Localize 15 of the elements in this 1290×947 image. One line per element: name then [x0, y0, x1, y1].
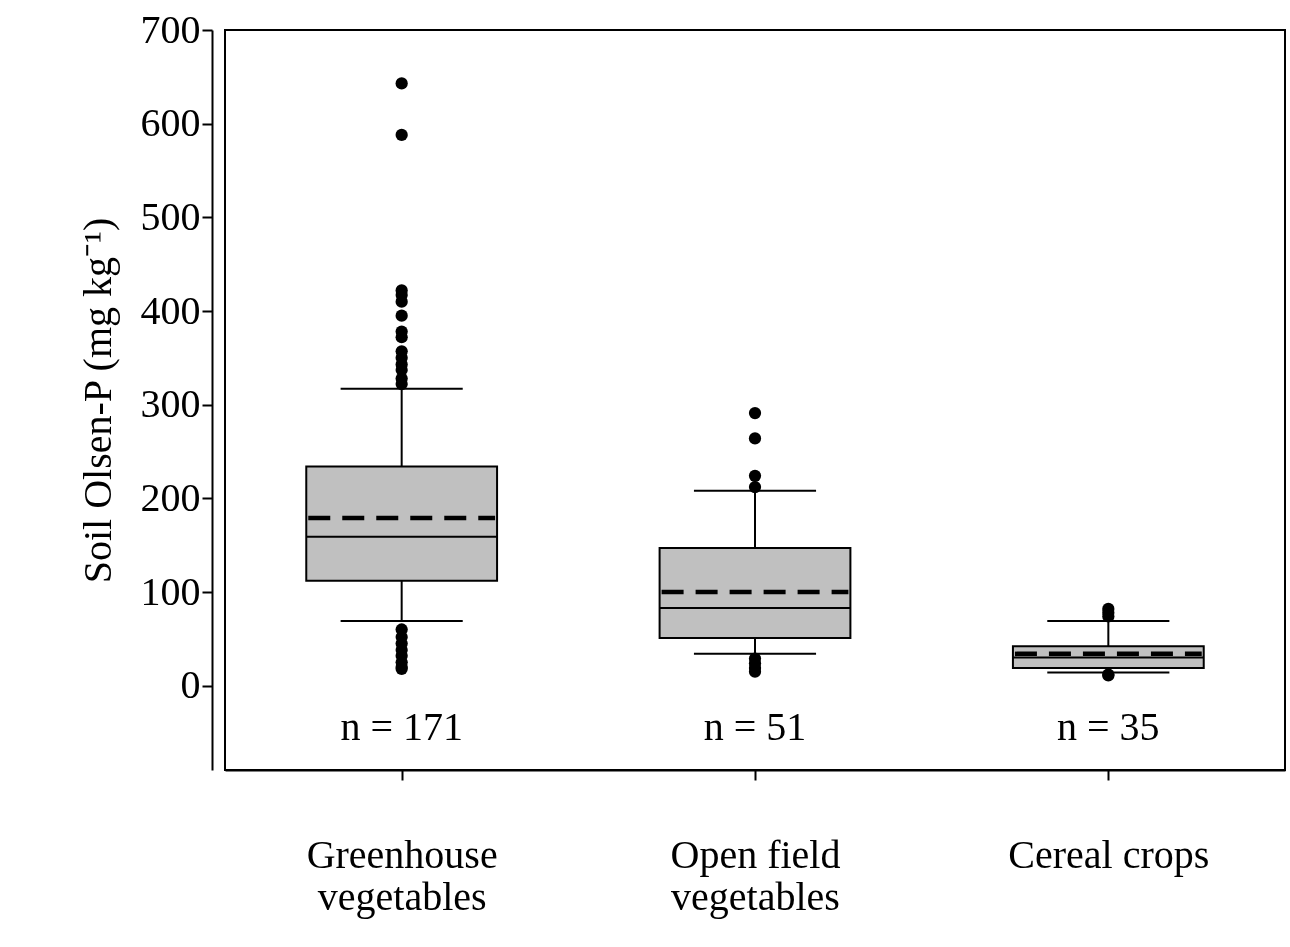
y-tick-label: 500 — [140, 193, 201, 239]
y-tick-label: 200 — [140, 474, 201, 520]
x-tick-label: Cereal crops — [1008, 831, 1210, 877]
y-tick-label: 400 — [140, 287, 201, 333]
y-axis-title: Soil Olsen-P (mg kg⁻¹) — [74, 217, 120, 584]
y-tick-label: 100 — [140, 568, 201, 614]
x-tick-label: Greenhouse vegetables — [306, 831, 498, 919]
annotation: n = 35 — [1057, 704, 1160, 749]
x-tick-label: Open field vegetables — [670, 831, 841, 919]
y-tick-label: 0 — [180, 662, 201, 708]
y-tick-label: 600 — [140, 100, 201, 146]
annotation: n = 51 — [703, 704, 807, 749]
y-tick-label: 700 — [140, 6, 201, 52]
annotation: n = 171 — [340, 704, 463, 749]
y-tick-label: 300 — [140, 381, 201, 427]
